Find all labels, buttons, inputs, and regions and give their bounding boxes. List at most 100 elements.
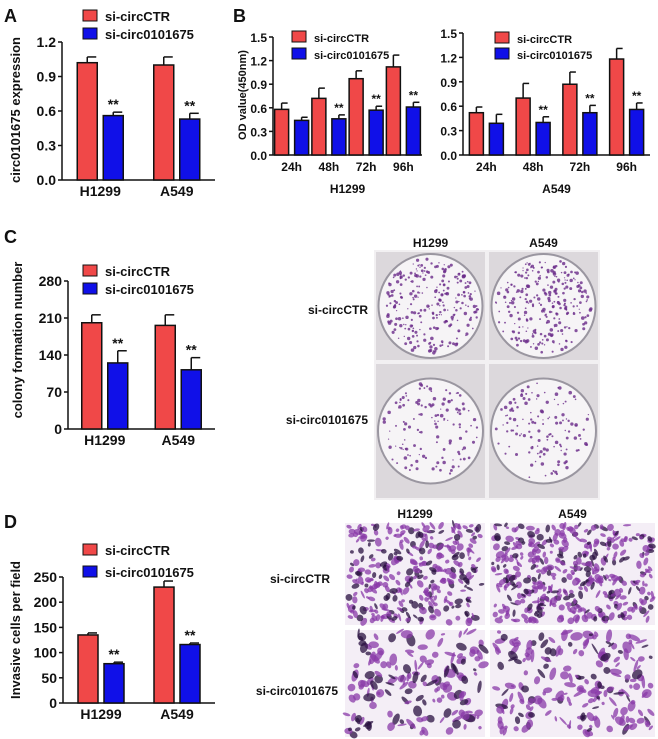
colony (454, 342, 458, 347)
invading-cell (407, 652, 414, 657)
invading-cell (423, 530, 432, 533)
invading-cell (386, 661, 392, 669)
colony (457, 329, 461, 333)
colony (543, 334, 547, 338)
invading-cell (417, 616, 424, 622)
colony (405, 315, 409, 320)
colony (442, 283, 446, 287)
colony (418, 312, 420, 315)
invading-cell (445, 559, 450, 564)
invading-cell (424, 597, 429, 602)
colony (558, 318, 561, 320)
invading-cell (422, 699, 427, 706)
colony (434, 414, 438, 417)
colony (563, 326, 567, 329)
invading-cell (465, 586, 474, 591)
invading-cell (594, 606, 601, 613)
colony (526, 284, 531, 289)
colony (436, 327, 440, 330)
colony (572, 395, 576, 398)
invading-cell (392, 713, 400, 725)
invading-cell (568, 673, 573, 683)
invading-cell (364, 583, 369, 588)
colony (564, 281, 567, 284)
x-tick-label: A549 (162, 432, 196, 448)
colony (535, 398, 538, 400)
colony (438, 291, 441, 294)
invading-cell (471, 612, 475, 619)
colony (415, 467, 419, 471)
invading-cell (507, 582, 512, 586)
invading-cell (599, 541, 607, 547)
colony (577, 284, 581, 287)
invading-cell (378, 574, 383, 580)
colony (432, 326, 436, 329)
colony (557, 463, 560, 467)
invading-cell (549, 667, 557, 680)
invading-cell (433, 595, 438, 601)
invading-cell (625, 715, 630, 724)
invading-cell (540, 656, 552, 663)
colony (445, 389, 448, 392)
colony (558, 343, 561, 345)
colony (563, 452, 567, 456)
colony (457, 293, 461, 297)
invading-cell (643, 557, 649, 566)
colony (434, 420, 436, 422)
invading-cell (437, 637, 444, 647)
colony (541, 342, 544, 345)
colony (508, 301, 512, 304)
invading-cell (615, 594, 622, 600)
invading-cell (576, 604, 583, 612)
significance-mark: ** (108, 96, 119, 112)
y-axis-label: circ0101675 expression (8, 37, 23, 183)
invading-cell (455, 603, 462, 609)
colony (536, 382, 538, 385)
bar-si-circ0101675-H1299 (102, 114, 124, 181)
colony (563, 461, 567, 465)
invading-cell (619, 714, 625, 726)
colony (447, 265, 451, 269)
colony (389, 430, 391, 432)
colony (402, 420, 405, 423)
colony (549, 328, 554, 332)
colony (438, 298, 442, 302)
invading-cell (648, 543, 656, 549)
colony (574, 329, 578, 333)
colony (442, 304, 445, 307)
invading-cell (500, 633, 508, 641)
invading-cell (567, 641, 573, 647)
invading-cell (647, 566, 653, 572)
invading-cell (608, 612, 615, 621)
colony (442, 289, 445, 292)
colony (558, 281, 560, 283)
colony (388, 296, 391, 298)
invading-cell (553, 539, 560, 545)
colony (395, 301, 398, 304)
colony (455, 337, 458, 340)
invading-cell (425, 629, 435, 640)
colony (542, 452, 546, 456)
colony (584, 316, 587, 319)
invading-cell (559, 560, 566, 566)
colony (429, 327, 432, 331)
invading-cell (428, 601, 434, 609)
invading-cell (347, 615, 354, 619)
invading-cell (545, 524, 551, 533)
colony (537, 429, 541, 433)
colony (412, 263, 414, 265)
invading-cell (477, 533, 483, 539)
invading-cell (432, 544, 438, 549)
colony (554, 470, 558, 474)
invading-cell (590, 673, 597, 680)
invading-cell (585, 570, 591, 578)
colony (420, 263, 424, 267)
invading-cell (537, 597, 540, 605)
invading-cell (451, 554, 459, 561)
invading-cell (623, 616, 628, 621)
invading-cell (353, 591, 358, 597)
invading-cell (639, 536, 643, 540)
colony (500, 287, 502, 289)
image-column-header: H1299 (397, 507, 433, 521)
invading-cell (503, 568, 509, 575)
